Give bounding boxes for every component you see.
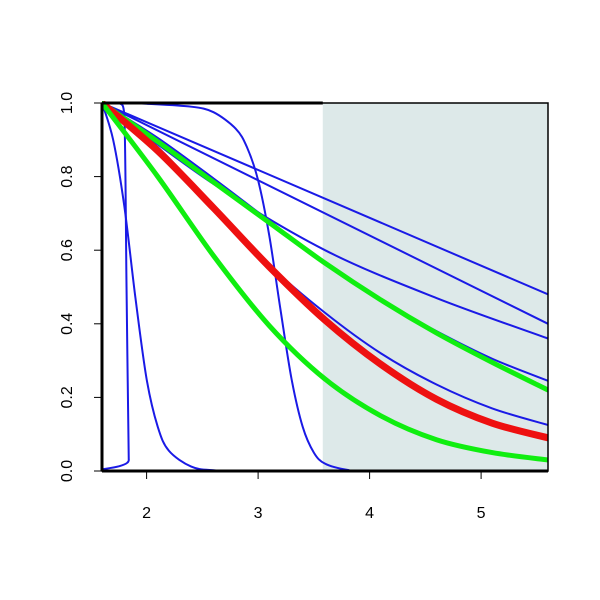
y-tick-label: 0.8 — [59, 165, 76, 187]
series-line-4 — [102, 102, 548, 296]
x-tick-label: 2 — [142, 505, 151, 522]
y-tick-label: 0.2 — [59, 386, 76, 408]
x-tick-label: 5 — [477, 505, 486, 522]
y-tick-label: 0.6 — [59, 239, 76, 261]
series-line-10 — [102, 101, 548, 442]
series-line-11 — [102, 101, 548, 463]
y-tick-label: 1.0 — [59, 92, 76, 114]
series-line-9 — [102, 101, 548, 393]
series-line-5 — [102, 102, 548, 325]
x-tick-label: 4 — [365, 505, 374, 522]
axes-layer: 2 3 4 5 0.0 0.2 0.4 0.6 0.8 1.0 — [59, 92, 549, 522]
series-layer — [102, 101, 548, 473]
y-tick-label: 0.0 — [59, 460, 76, 482]
x-tick-label: 3 — [254, 505, 263, 522]
series-line-3 — [102, 102, 548, 473]
y-tick-label: 0.4 — [59, 313, 76, 335]
